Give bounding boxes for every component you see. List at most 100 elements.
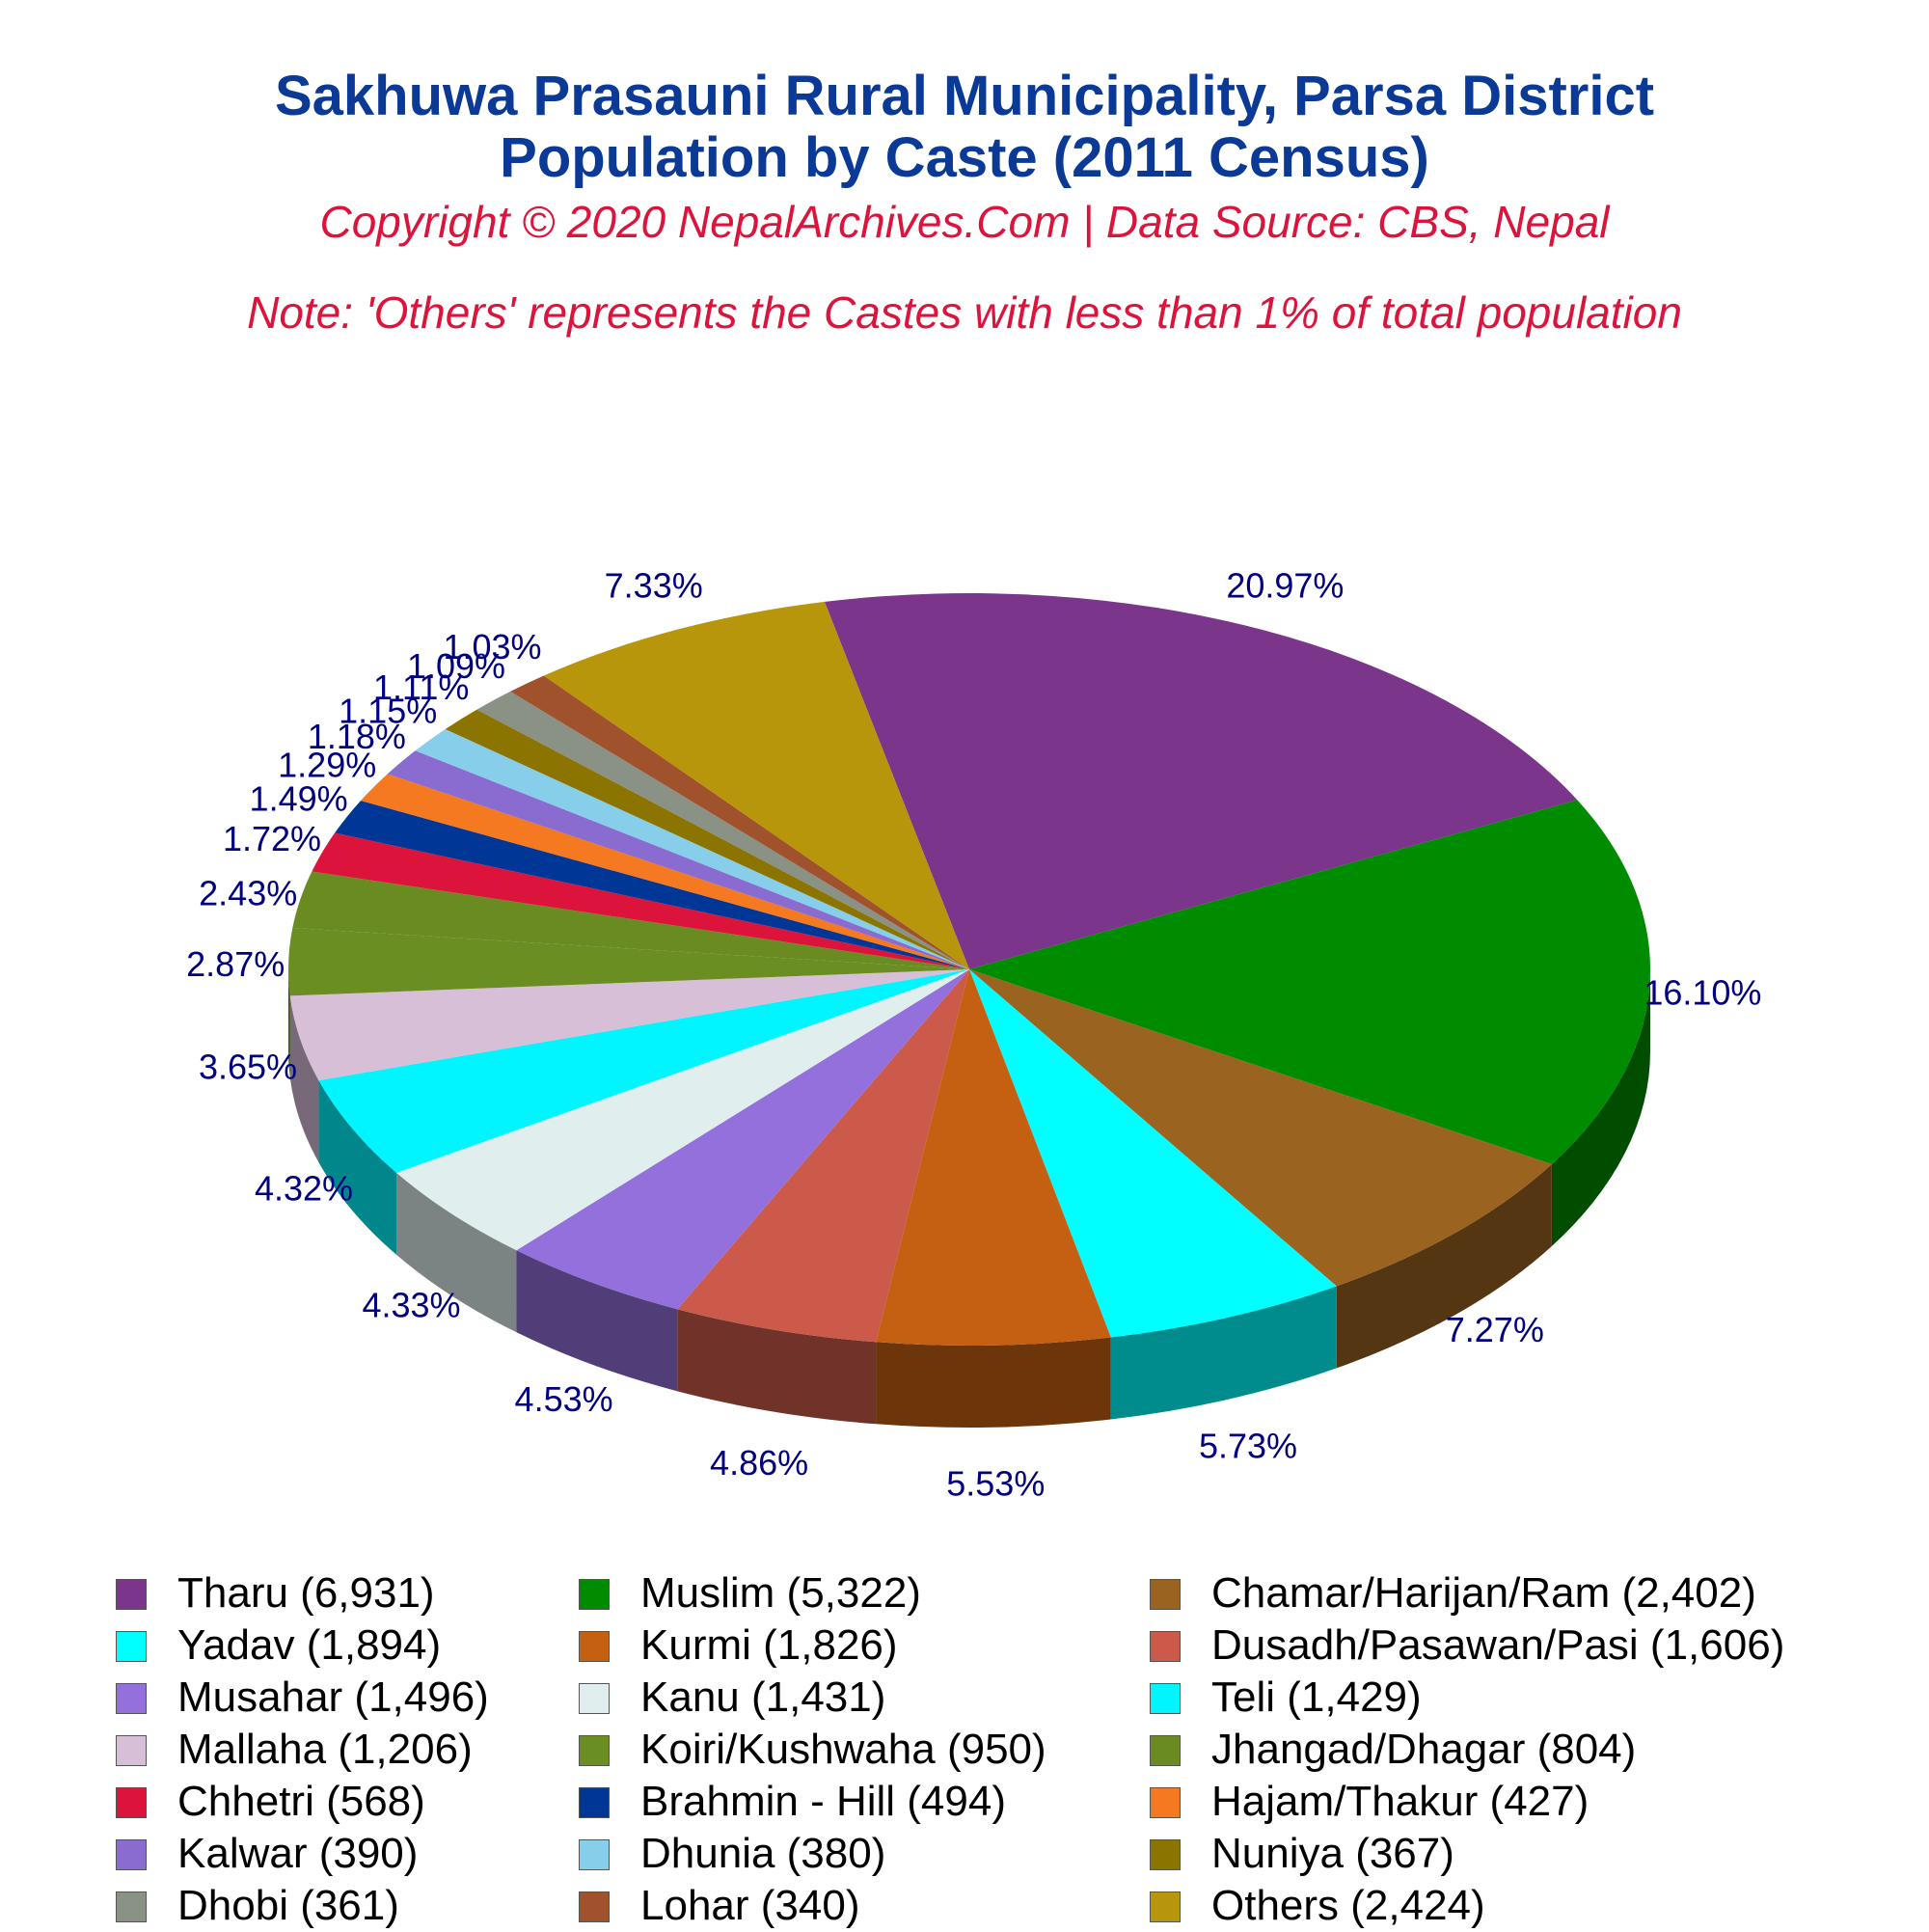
pie-slice-dusadh-pasawan-pasi: [677, 969, 969, 1343]
legend-swatch: [579, 1631, 610, 1662]
pie-slice-muslim: [969, 800, 1650, 1165]
pct-label-musahar: 4.53%: [515, 1379, 613, 1419]
pie-slice-kanu: [396, 969, 969, 1251]
chart-title: Sakhuwa Prasauni Rural Municipality, Par…: [274, 65, 1655, 127]
pie-slice-brahmin-hill: [335, 801, 969, 969]
legend-swatch: [1150, 1683, 1181, 1714]
pct-label-lohar: 1.03%: [443, 627, 541, 667]
pie-slice-dhunia: [415, 728, 969, 969]
pie-slice-chamar-harijan-ram: [969, 969, 1552, 1287]
pie-slice-musahar: [516, 969, 969, 1310]
pie-side-yadav: [1110, 1286, 1337, 1420]
pct-label-hajam-thakur: 1.29%: [278, 745, 376, 784]
legend-swatch: [579, 1735, 610, 1766]
pie-slice-nuniya: [445, 709, 970, 969]
legend: Tharu (6,931) Muslim (5,322) Chamar/Harija…: [0, 1558, 1929, 1929]
pie-slice-chhetri: [312, 832, 969, 969]
pct-label-dhunia: 1.15%: [339, 691, 437, 730]
legend-swatch: [116, 1891, 147, 1922]
pie-side-dusadh-pasawan-pasi: [677, 1309, 877, 1425]
pie-slices: [287, 593, 1650, 1346]
legend-label: Teli (1,429): [1211, 1673, 1422, 1721]
pct-label-others: 7.33%: [605, 565, 703, 605]
legend-label: Chamar/Harijan/Ram (2,402): [1211, 1569, 1756, 1617]
pct-label-yadav: 5.73%: [1199, 1426, 1297, 1465]
pie-side-teli: [318, 1080, 397, 1255]
legend-label: Koiri/Kushwaha (950): [640, 1726, 1046, 1773]
pct-label-dhobi: 1.09%: [407, 646, 505, 686]
legend-swatch: [579, 1579, 610, 1610]
legend-label: Dusadh/Pasawan/Pasi (1,606): [1211, 1621, 1785, 1669]
legend-label: Kalwar (390): [177, 1830, 419, 1877]
legend-swatch: [116, 1683, 147, 1714]
legend-label: Mallaha (1,206): [177, 1726, 473, 1773]
legend-label: Tharu (6,931): [177, 1569, 435, 1617]
legend-label: Lohar (340): [640, 1882, 860, 1929]
pie-slice-hajam-thakur: [360, 774, 969, 969]
pct-label-kalwar: 1.18%: [308, 717, 406, 756]
pct-label-kurmi: 5.53%: [946, 1464, 1045, 1504]
pie-labels: 20.97% 16.10% 7.27% 5.73% 5.53% 4.86% 4.53% 4.3…: [186, 565, 1761, 1503]
legend-swatch: [116, 1579, 147, 1610]
pct-label-muslim: 16.10%: [1644, 973, 1761, 1013]
legend-label: Dhunia (380): [640, 1830, 886, 1877]
pct-label-brahmin-hill: 1.49%: [250, 778, 348, 818]
pct-label-teli: 4.32%: [255, 1169, 353, 1209]
legend-label: Kurmi (1,826): [640, 1621, 898, 1669]
pie-slice-mallaha: [289, 969, 969, 1081]
legend-label: Chhetri (568): [177, 1778, 425, 1825]
pct-label-jhangad-dhagar: 2.43%: [199, 873, 297, 912]
pie-slice-yadav: [969, 969, 1337, 1338]
pie-side-musahar: [516, 1250, 678, 1392]
chart-subtitle: Population by Caste (2011 Census): [500, 126, 1429, 189]
legend-label: Dhobi (361): [177, 1882, 399, 1929]
legend-swatch: [116, 1839, 147, 1870]
legend-label: Nuniya (367): [1211, 1830, 1454, 1877]
legend-swatch: [116, 1631, 147, 1662]
pct-label-kanu: 4.33%: [362, 1285, 460, 1324]
legend-swatch: [579, 1839, 610, 1870]
legend-label: Musahar (1,496): [177, 1673, 489, 1721]
pie-slice-kalwar: [387, 750, 969, 969]
pct-label-chhetri: 1.72%: [223, 819, 321, 858]
legend-label: Jhangad/Dhagar (804): [1211, 1726, 1637, 1773]
legend-swatch: [1150, 1787, 1181, 1818]
legend-swatch: [1150, 1839, 1181, 1870]
pct-label-chamar-harijan-ram: 7.27%: [1446, 1310, 1544, 1349]
pie-slice-others: [543, 601, 969, 969]
pct-label-mallaha: 3.65%: [199, 1048, 297, 1087]
legend-label: Yadav (1,894): [177, 1621, 442, 1669]
legend-swatch: [1150, 1735, 1181, 1766]
pct-label-koiri-kushwaha: 2.87%: [186, 944, 285, 984]
pie-slice-kurmi: [876, 969, 1111, 1346]
note-text: Note: 'Others' represents the Castes wit…: [247, 287, 1682, 338]
legend-label: Hajam/Thakur (427): [1211, 1778, 1589, 1825]
legend-label: Brahmin - Hill (494): [640, 1778, 1006, 1825]
legend-swatch: [1150, 1891, 1181, 1922]
legend-label: Kanu (1,431): [640, 1673, 886, 1721]
legend-swatch: [1150, 1579, 1181, 1610]
legend-swatch: [579, 1787, 610, 1818]
pct-label-tharu: 20.97%: [1226, 565, 1344, 605]
legend-label: Muslim (5,322): [640, 1569, 921, 1617]
pct-label-nuniya: 1.11%: [373, 667, 469, 707]
legend-label: Others (2,424): [1211, 1882, 1485, 1929]
pie-slice-dhobi: [476, 691, 969, 969]
pie-sides: [288, 969, 1650, 1429]
legend-swatch: [116, 1735, 147, 1766]
pie-slice-lohar: [510, 675, 969, 969]
legend-swatch: [116, 1787, 147, 1818]
legend-swatch: [579, 1683, 610, 1714]
pie-side-koiri-kushwaha: [288, 969, 290, 1078]
pie-slice-jhangad-dhagar: [292, 871, 969, 969]
pie-side-mallaha: [289, 995, 319, 1163]
pie-slice-tharu: [824, 593, 1578, 969]
pie-slice-teli: [318, 969, 969, 1173]
legend-swatch: [579, 1891, 610, 1922]
pie-side-kurmi: [876, 1337, 1111, 1429]
pie-side-kanu: [396, 1172, 517, 1333]
pie-slice-koiri-kushwaha: [287, 928, 969, 996]
legend-swatch: [1150, 1631, 1181, 1662]
pie-chart: 20.97% 16.10% 7.27% 5.73% 5.53% 4.86% 4.53% 4.3…: [186, 565, 1761, 1503]
pct-label-dusadh-pasawan-pasi: 4.86%: [710, 1443, 808, 1483]
